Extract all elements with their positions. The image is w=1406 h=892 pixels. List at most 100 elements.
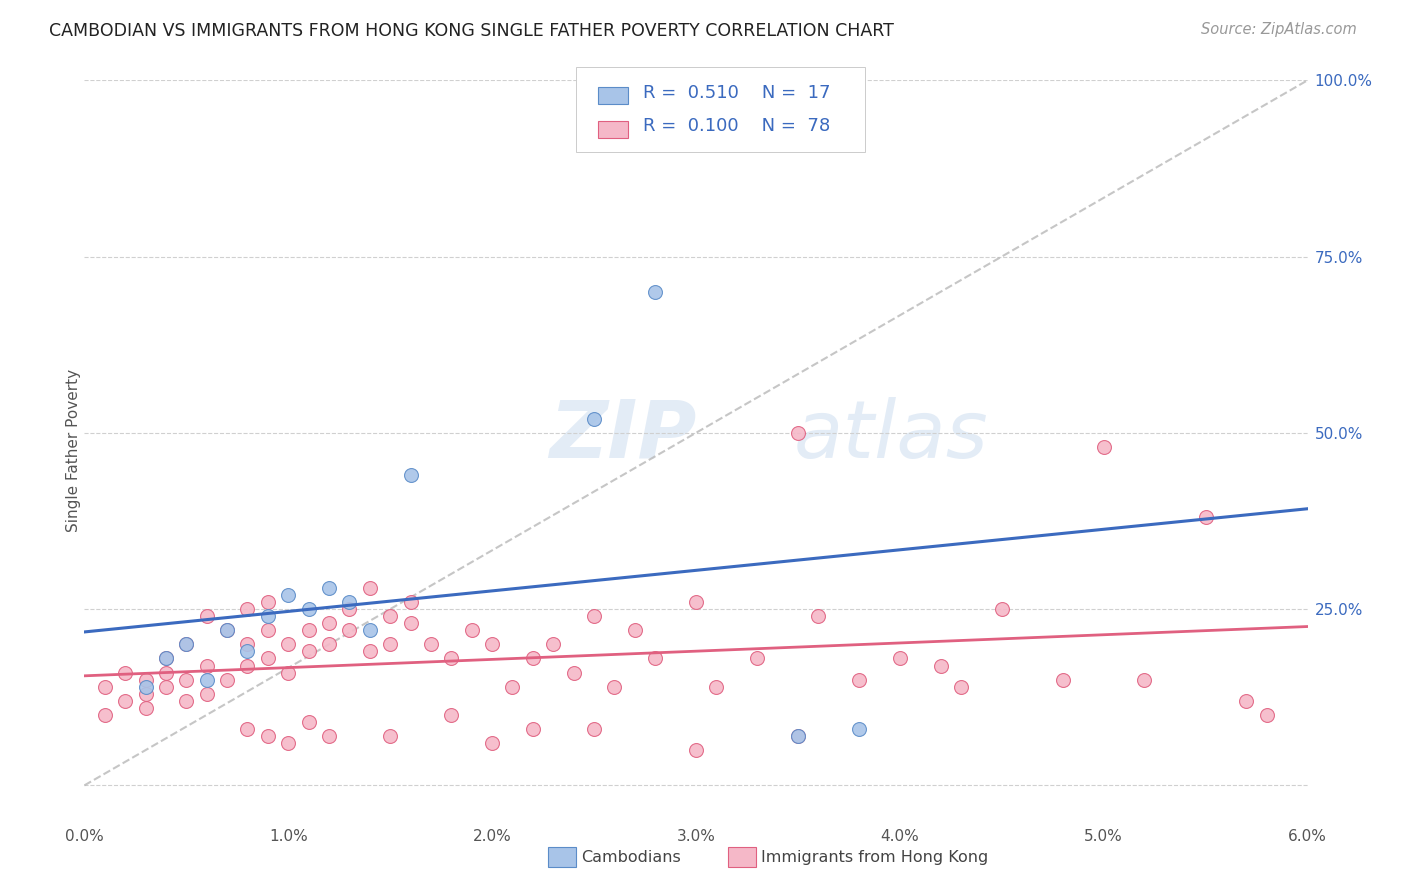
Point [440, 707, 463, 722]
Point [461, 624, 484, 638]
Point [318, 581, 340, 595]
Point [522, 651, 544, 665]
Point [135, 687, 157, 701]
Point [624, 624, 647, 638]
Point [257, 595, 280, 609]
Point [1236, 694, 1258, 708]
Point [298, 644, 321, 658]
Point [195, 673, 218, 687]
Point [114, 694, 136, 708]
Text: Immigrants from Hong Kong: Immigrants from Hong Kong [761, 850, 988, 864]
Point [889, 651, 911, 665]
Point [848, 673, 870, 687]
Point [359, 581, 381, 595]
Text: Source: ZipAtlas.com: Source: ZipAtlas.com [1201, 22, 1357, 37]
Point [481, 736, 503, 750]
Point [706, 680, 728, 694]
Point [318, 729, 340, 743]
Point [807, 609, 830, 624]
Point [236, 658, 259, 673]
Point [848, 722, 870, 736]
Point [217, 624, 239, 638]
Point [787, 425, 810, 440]
Point [787, 729, 810, 743]
Point [135, 701, 157, 715]
Point [176, 673, 198, 687]
Point [257, 624, 280, 638]
Point [257, 651, 280, 665]
Point [135, 680, 157, 694]
Point [318, 637, 340, 651]
Point [1092, 440, 1115, 454]
Point [195, 687, 218, 701]
Point [583, 609, 606, 624]
Text: Cambodians: Cambodians [581, 850, 681, 864]
Point [217, 673, 239, 687]
Point [929, 658, 952, 673]
Point [318, 616, 340, 631]
Point [277, 665, 299, 680]
Text: R =  0.100    N =  78: R = 0.100 N = 78 [643, 117, 830, 135]
Point [950, 680, 973, 694]
Point [747, 651, 769, 665]
Point [155, 651, 177, 665]
Point [339, 595, 361, 609]
Point [277, 736, 299, 750]
Point [236, 637, 259, 651]
Point [359, 624, 381, 638]
Point [603, 680, 626, 694]
Point [685, 595, 707, 609]
Point [522, 722, 544, 736]
Point [583, 411, 606, 425]
Point [339, 624, 361, 638]
Point [399, 595, 422, 609]
Point [1133, 673, 1156, 687]
Point [257, 729, 280, 743]
Point [644, 651, 666, 665]
Point [277, 637, 299, 651]
Point [93, 707, 117, 722]
Y-axis label: Single Father Poverty: Single Father Poverty [66, 369, 80, 532]
Point [1195, 510, 1218, 524]
Point [644, 285, 666, 299]
Point [155, 665, 177, 680]
Point [135, 673, 157, 687]
Point [195, 609, 218, 624]
Point [583, 722, 606, 736]
Point [236, 602, 259, 616]
Point [502, 680, 524, 694]
Point [236, 722, 259, 736]
Point [420, 637, 443, 651]
Point [195, 658, 218, 673]
Point [399, 616, 422, 631]
Point [298, 602, 321, 616]
Point [176, 694, 198, 708]
Point [380, 637, 402, 651]
Point [1052, 673, 1074, 687]
Point [991, 602, 1014, 616]
Point [543, 637, 565, 651]
Point [217, 624, 239, 638]
Point [298, 624, 321, 638]
Point [257, 609, 280, 624]
Point [685, 743, 707, 757]
Point [93, 680, 117, 694]
Point [359, 644, 381, 658]
Point [176, 637, 198, 651]
Point [114, 665, 136, 680]
Text: CAMBODIAN VS IMMIGRANTS FROM HONG KONG SINGLE FATHER POVERTY CORRELATION CHART: CAMBODIAN VS IMMIGRANTS FROM HONG KONG S… [49, 22, 894, 40]
Point [1256, 707, 1278, 722]
Point [562, 665, 585, 680]
Point [787, 729, 810, 743]
Point [380, 609, 402, 624]
Text: atlas: atlas [794, 397, 988, 475]
Point [236, 644, 259, 658]
Point [440, 651, 463, 665]
Point [176, 637, 198, 651]
Point [298, 714, 321, 729]
Point [339, 602, 361, 616]
Point [155, 680, 177, 694]
Point [277, 588, 299, 602]
Text: R =  0.510    N =  17: R = 0.510 N = 17 [643, 84, 830, 102]
Point [380, 729, 402, 743]
